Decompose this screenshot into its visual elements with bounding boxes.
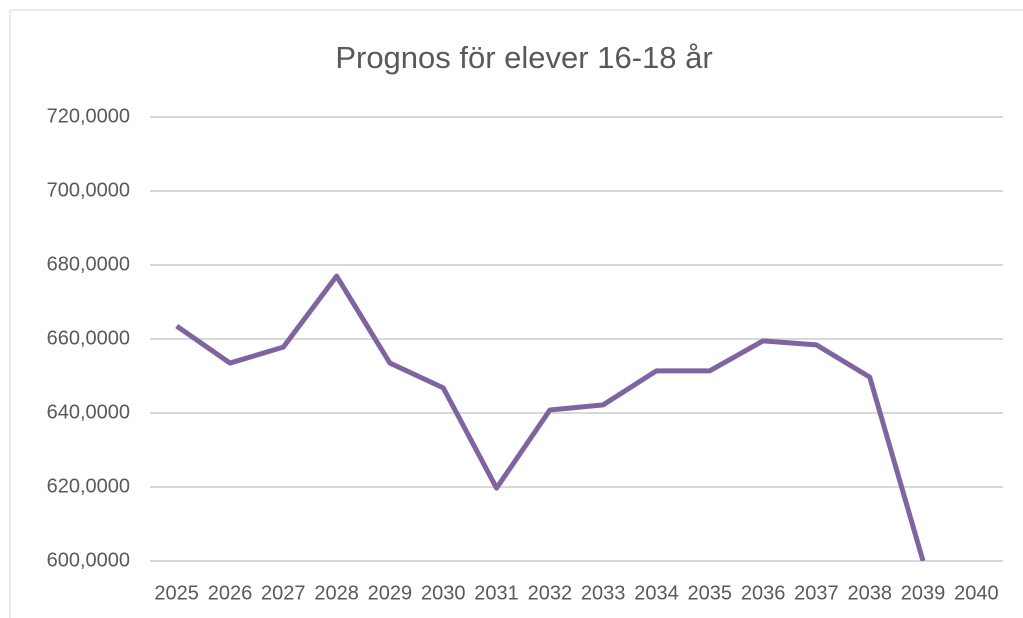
x-tick-label: 2037 bbox=[794, 582, 839, 604]
y-tick-label: 720,0000 bbox=[47, 105, 130, 127]
x-tick-label: 2027 bbox=[261, 582, 306, 604]
x-tick-label: 2032 bbox=[528, 582, 573, 604]
x-tick-label: 2035 bbox=[688, 582, 733, 604]
chart-title: Prognos för elever 16-18 år bbox=[335, 40, 712, 75]
x-tick-label: 2036 bbox=[741, 582, 786, 604]
x-tick-label: 2038 bbox=[847, 582, 892, 604]
x-tick-label: 2026 bbox=[208, 582, 253, 604]
x-tick-label: 2031 bbox=[474, 582, 519, 604]
x-tick-label: 2039 bbox=[901, 582, 946, 604]
x-tick-label: 2029 bbox=[368, 582, 413, 604]
y-tick-label: 700,0000 bbox=[47, 179, 130, 201]
x-tick-label: 2028 bbox=[314, 582, 359, 604]
y-tick-label: 620,0000 bbox=[47, 475, 130, 497]
x-tick-label: 2040 bbox=[954, 582, 999, 604]
x-tick-label: 2034 bbox=[634, 582, 679, 604]
x-tick-label: 2033 bbox=[581, 582, 626, 604]
y-tick-label: 680,0000 bbox=[47, 253, 130, 275]
y-tick-label: 600,0000 bbox=[47, 549, 130, 571]
line bbox=[175, 273, 926, 561]
y-tick-label: 640,0000 bbox=[47, 401, 130, 423]
chart-frame bbox=[9, 9, 1023, 618]
x-tick-label: 2025 bbox=[154, 582, 199, 604]
y-tick-label: 660,0000 bbox=[47, 327, 130, 349]
x-tick-label: 2030 bbox=[421, 582, 466, 604]
